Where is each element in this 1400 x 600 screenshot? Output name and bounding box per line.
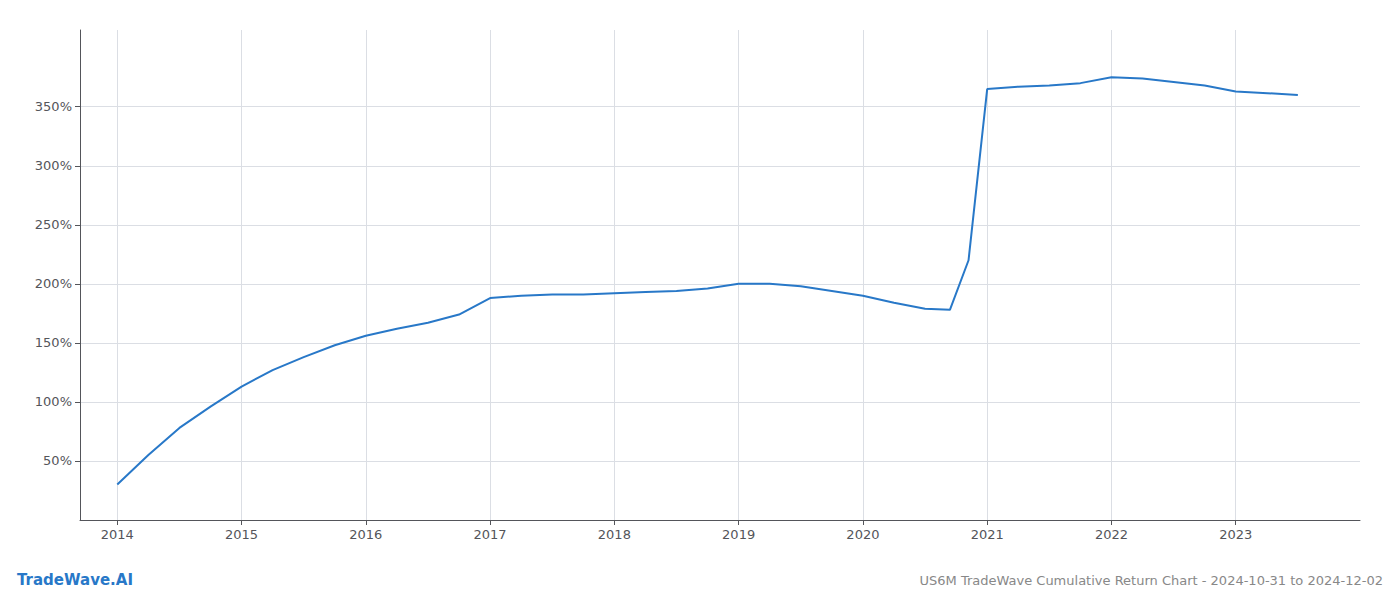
svg-text:TradeWave.AI: TradeWave.AI xyxy=(17,571,133,589)
svg-text:2022: 2022 xyxy=(1095,527,1128,542)
svg-text:2021: 2021 xyxy=(971,527,1004,542)
svg-text:2019: 2019 xyxy=(722,527,755,542)
svg-text:300%: 300% xyxy=(35,158,72,173)
svg-text:250%: 250% xyxy=(35,217,72,232)
svg-text:2020: 2020 xyxy=(846,527,879,542)
svg-text:100%: 100% xyxy=(35,394,72,409)
svg-text:150%: 150% xyxy=(35,335,72,350)
svg-text:2016: 2016 xyxy=(349,527,382,542)
svg-text:50%: 50% xyxy=(43,453,72,468)
svg-text:2015: 2015 xyxy=(225,527,258,542)
svg-text:2023: 2023 xyxy=(1219,527,1252,542)
svg-text:2017: 2017 xyxy=(474,527,507,542)
svg-text:350%: 350% xyxy=(35,99,72,114)
svg-text:2014: 2014 xyxy=(101,527,134,542)
svg-text:US6M TradeWave Cumulative Retu: US6M TradeWave Cumulative Return Chart -… xyxy=(920,573,1384,588)
svg-text:2018: 2018 xyxy=(598,527,631,542)
svg-text:200%: 200% xyxy=(35,276,72,291)
